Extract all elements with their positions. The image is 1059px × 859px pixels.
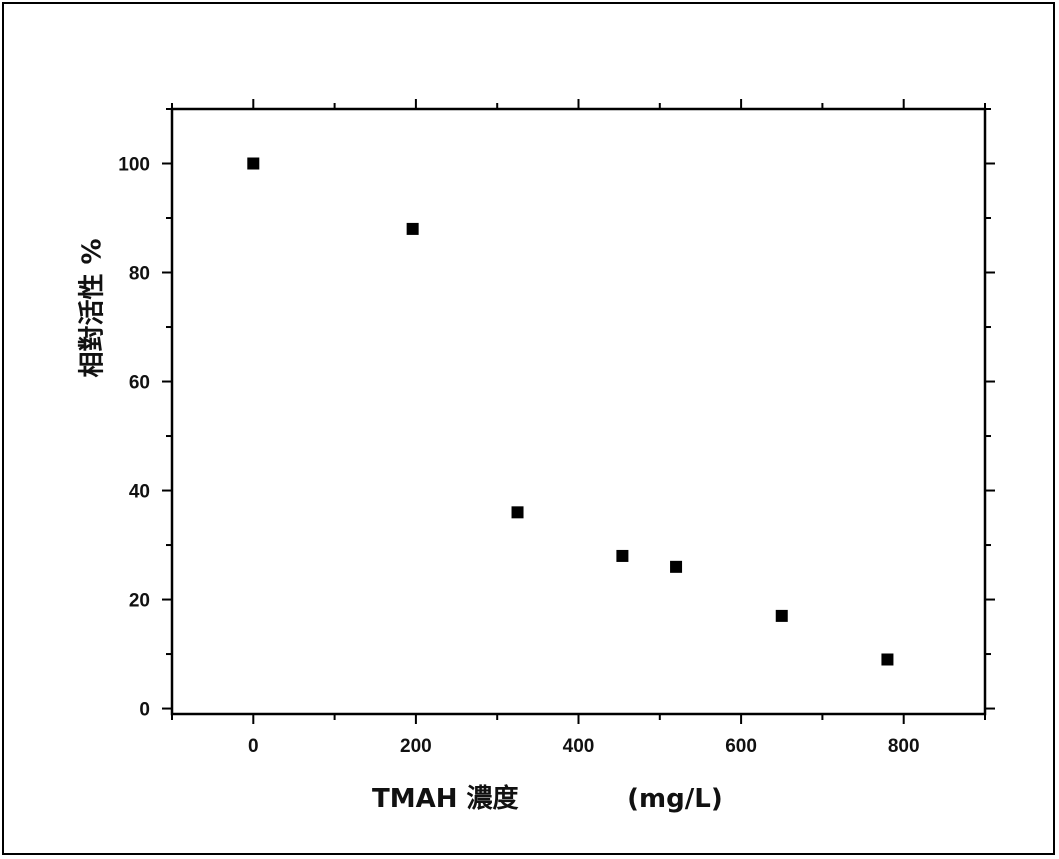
data-point	[670, 560, 683, 573]
x-tick-label: 600	[725, 736, 757, 757]
y-tick-label: 60	[129, 373, 150, 394]
x-tick-label: 800	[888, 736, 920, 757]
x-axis-label: TMAH 濃度 (mg/L)	[372, 784, 723, 814]
data-point	[511, 506, 524, 519]
data-point	[406, 222, 419, 235]
plot-area	[170, 107, 987, 716]
data-point	[616, 549, 629, 562]
y-tick-label: 40	[129, 482, 150, 503]
x-tick-label: 0	[248, 736, 259, 757]
y-tick-label: 100	[118, 155, 150, 176]
y-tick-label: 20	[129, 591, 150, 612]
data-point	[775, 609, 788, 622]
x-tick-label: 200	[400, 736, 432, 757]
y-axis-label: 相對活性 %	[77, 238, 108, 378]
x-tick-label: 400	[563, 736, 595, 757]
data-point	[247, 157, 260, 170]
y-tick-label: 80	[129, 264, 150, 285]
y-tick-label: 0	[139, 700, 150, 721]
data-point	[881, 653, 894, 666]
